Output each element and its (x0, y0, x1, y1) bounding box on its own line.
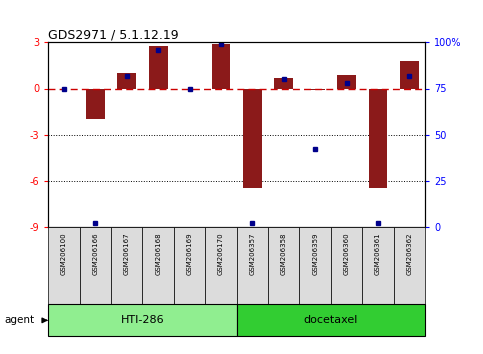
Bar (212, 44, 230, 88)
Bar (331, 227, 362, 304)
Bar (205, 227, 237, 304)
Bar (243, 88, 262, 188)
Bar (274, 78, 293, 88)
Bar (111, 227, 142, 304)
Bar (80, 227, 111, 304)
Text: GSM206359: GSM206359 (312, 233, 318, 275)
Text: GSM206166: GSM206166 (92, 233, 99, 275)
Text: GSM206170: GSM206170 (218, 233, 224, 275)
Bar (237, 304, 425, 336)
Text: GSM206360: GSM206360 (343, 233, 350, 275)
Text: GSM206362: GSM206362 (406, 233, 412, 275)
Bar (86, 88, 105, 119)
Text: docetaxel: docetaxel (304, 315, 358, 325)
Bar (149, 46, 168, 88)
Bar (394, 227, 425, 304)
Bar (268, 227, 299, 304)
Bar (369, 88, 387, 188)
Bar (237, 227, 268, 304)
Text: agent: agent (5, 315, 35, 325)
Text: GSM206168: GSM206168 (155, 233, 161, 275)
Bar (299, 227, 331, 304)
Text: GSM206100: GSM206100 (61, 233, 67, 275)
Bar (337, 75, 356, 88)
Text: GSM206169: GSM206169 (186, 233, 193, 275)
Text: HTI-286: HTI-286 (121, 315, 164, 325)
Bar (362, 227, 394, 304)
Text: GSM206358: GSM206358 (281, 233, 287, 275)
Text: GSM206361: GSM206361 (375, 233, 381, 275)
Bar (117, 73, 136, 88)
Bar (142, 227, 174, 304)
Text: GSM206167: GSM206167 (124, 233, 130, 275)
Bar (174, 227, 205, 304)
Text: GSM206357: GSM206357 (249, 233, 256, 275)
Text: GDS2971 / 5.1.12.19: GDS2971 / 5.1.12.19 (48, 28, 179, 41)
Bar (48, 304, 237, 336)
Bar (306, 88, 325, 90)
Bar (48, 227, 80, 304)
Bar (400, 61, 419, 88)
